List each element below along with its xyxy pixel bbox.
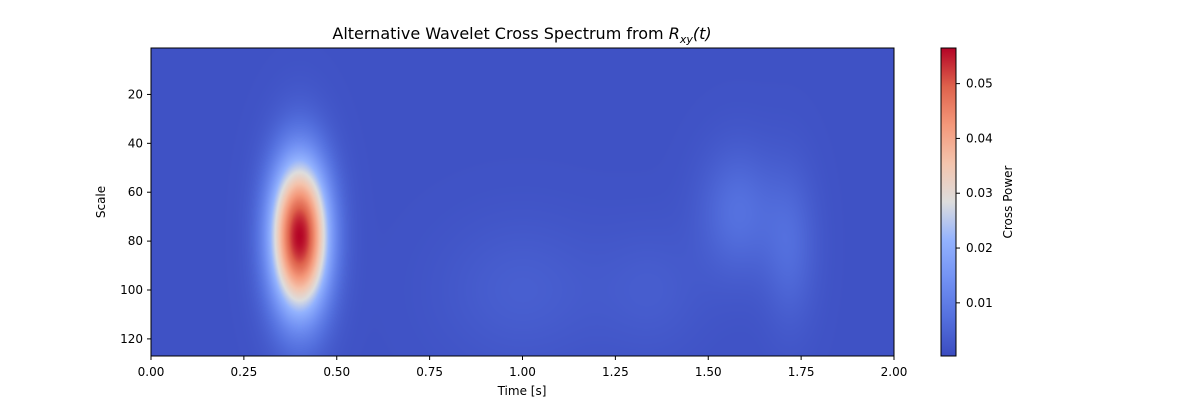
y-axis-label: Scale (94, 186, 108, 218)
colorbar-tick-label: 0.02 (966, 241, 993, 255)
x-tick-label: 0.00 (138, 365, 165, 379)
chart-title: Alternative Wavelet Cross Spectrum from … (332, 24, 711, 46)
heatmap-image (151, 48, 894, 356)
colorbar-ticks: 0.01 0.02 0.03 0.04 0.05 (956, 77, 993, 310)
x-tick-label: 0.25 (231, 365, 258, 379)
y-tick-label: 100 (120, 283, 143, 297)
y-tick-label: 80 (128, 234, 143, 248)
x-tick-label: 2.00 (881, 365, 908, 379)
x-axis-ticks: 0.00 0.25 0.50 0.75 1.00 1.25 1.50 1.75 2.00 (138, 356, 908, 379)
y-tick-label: 60 (128, 185, 143, 199)
colorbar-label: Cross Power (1001, 165, 1015, 238)
x-tick-label: 0.50 (323, 365, 350, 379)
x-tick-label: 0.75 (416, 365, 443, 379)
x-tick-label: 1.00 (509, 365, 536, 379)
x-axis-label: Time [s] (497, 384, 547, 398)
colorbar-tick-label: 0.05 (966, 77, 993, 91)
colorbar-tick-label: 0.04 (966, 131, 993, 145)
x-tick-label: 1.50 (695, 365, 722, 379)
colorbar-tick-label: 0.01 (966, 296, 993, 310)
y-tick-label: 120 (120, 332, 143, 346)
y-tick-label: 40 (128, 136, 143, 150)
y-tick-label: 20 (128, 87, 143, 101)
colorbar-tick-label: 0.03 (966, 186, 993, 200)
x-tick-label: 1.75 (788, 365, 815, 379)
colorbar (940, 47, 957, 357)
y-axis-ticks: 20 40 60 80 100 120 (120, 87, 151, 346)
x-tick-label: 1.25 (602, 365, 629, 379)
